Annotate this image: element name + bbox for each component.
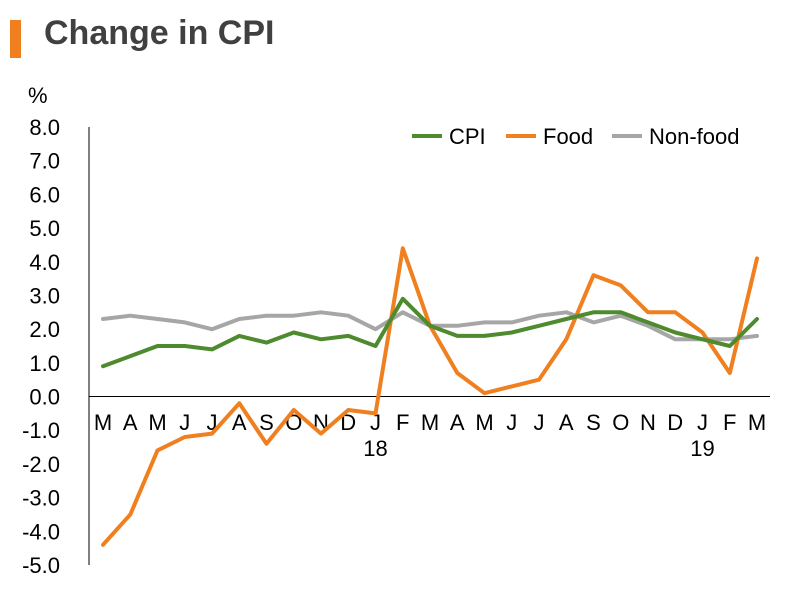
y-tick-label: 5.0 xyxy=(29,216,60,241)
x-tick-label: M xyxy=(94,410,112,435)
title-accent-bar xyxy=(10,20,21,58)
y-tick-label: 8.0 xyxy=(29,115,60,140)
y-tick-label: -4.0 xyxy=(22,519,60,544)
y-tick-label: -3.0 xyxy=(22,486,60,511)
x-tick-label: A xyxy=(450,410,465,435)
x-tick-label: F xyxy=(396,410,409,435)
series-lines xyxy=(101,246,759,547)
y-tick-label: 1.0 xyxy=(29,351,60,376)
x-tick-label: M xyxy=(421,410,439,435)
x-tick-label: S xyxy=(586,410,601,435)
x-tick-label: M xyxy=(748,410,766,435)
y-tick-label: 0.0 xyxy=(29,385,60,410)
legend: CPI Food Non-food xyxy=(412,124,740,149)
legend-label-food: Food xyxy=(543,124,593,149)
y-tick-label: 7.0 xyxy=(29,149,60,174)
x-tick-label: O xyxy=(612,410,629,435)
y-tick-label: -2.0 xyxy=(22,452,60,477)
y-axis-unit-label: % xyxy=(28,83,48,108)
x-tick-label: F xyxy=(723,410,736,435)
x-year-label: 19 xyxy=(690,436,714,461)
x-tick-label: D xyxy=(667,410,683,435)
y-tick-label: 3.0 xyxy=(29,283,60,308)
x-tick-label: J xyxy=(506,410,517,435)
x-tick-label: M xyxy=(148,410,166,435)
x-tick-label: J xyxy=(534,410,545,435)
y-axis: 8.0 7.0 6.0 5.0 4.0 3.0 2.0 1.0 0.0 -1.0 -2.0 -3.0 -… xyxy=(22,115,90,578)
y-tick-label: 2.0 xyxy=(29,317,60,342)
x-tick-label: A xyxy=(559,410,574,435)
x-tick-label: A xyxy=(123,410,138,435)
legend-label-cpi: CPI xyxy=(449,124,486,149)
x-tick-label: M xyxy=(475,410,493,435)
x-tick-label: N xyxy=(640,410,656,435)
x-tick-label: J xyxy=(207,410,218,435)
x-tick-label: J xyxy=(370,410,381,435)
x-tick-label: J xyxy=(697,410,708,435)
y-tick-label: 4.0 xyxy=(29,250,60,275)
series-line-cpi xyxy=(101,296,759,369)
x-tick-label: J xyxy=(179,410,190,435)
x-tick-label: D xyxy=(340,410,356,435)
y-tick-label: 6.0 xyxy=(29,182,60,207)
chart-title: Change in CPI xyxy=(44,14,275,52)
x-tick-label: S xyxy=(259,410,274,435)
y-tick-label: -1.0 xyxy=(22,418,60,443)
x-axis: M A M J J A S O N D J F M A M J J A S O N D J F M18 19 xyxy=(89,396,770,461)
y-tick-label: -5.0 xyxy=(22,553,60,578)
x-tick-label: A xyxy=(232,410,247,435)
x-year-label: 18 xyxy=(363,436,387,461)
legend-label-non-food: Non-food xyxy=(649,124,740,149)
